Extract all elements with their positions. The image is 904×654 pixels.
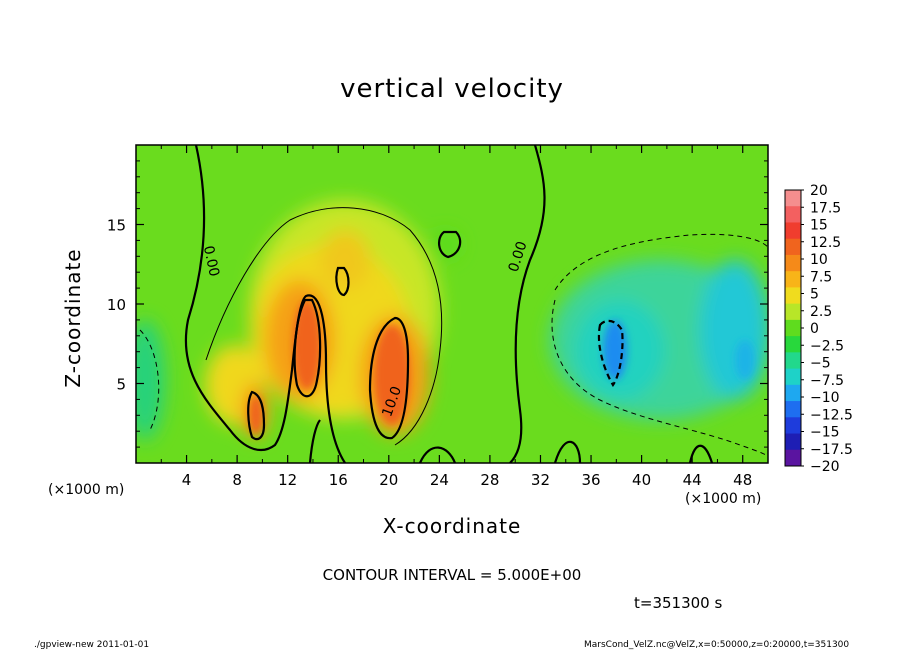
colorbar-swatch [785, 384, 801, 402]
colorbar-swatch [785, 336, 801, 353]
x-tick-label: 8 [232, 471, 242, 489]
colorbar-label: −15 [810, 425, 840, 441]
colorbar-swatch [785, 222, 801, 240]
x-unit-label-right: (×1000 m) [685, 491, 762, 507]
contour-lines [139, 145, 768, 463]
colorbar-label: −12.5 [810, 407, 853, 423]
colorbar-label: −5 [810, 356, 831, 372]
x-tick-label: 48 [733, 471, 752, 489]
colorbar-label: 12.5 [810, 235, 841, 251]
colorbar-label: −7.5 [810, 373, 844, 389]
x-tick-label: 36 [581, 471, 600, 489]
x-tick-label: 32 [531, 471, 550, 489]
time-label: t=351300 s [634, 594, 723, 612]
x-tick-label: 28 [480, 471, 499, 489]
chart-title: vertical velocity [340, 74, 564, 104]
colorbar-label: 15 [810, 218, 828, 234]
colorbar-swatch [785, 368, 801, 386]
x-tick-label: 24 [430, 471, 449, 489]
colorbar-swatch [785, 190, 801, 207]
colorbar-label: −10 [810, 390, 840, 406]
colorbar-swatch [785, 271, 801, 288]
x-tick-label: 44 [683, 471, 702, 489]
colorbar-swatch [785, 238, 801, 256]
colorbar-swatch [785, 401, 801, 418]
velocity-field [136, 145, 768, 463]
colorbar-label: −20 [810, 459, 840, 475]
y-tick-label: 15 [107, 217, 126, 235]
colorbar-swatch [785, 417, 801, 435]
colorbar-label: 20 [810, 183, 828, 199]
contour-interval-text: CONTOUR INTERVAL = 5.000E+00 [322, 566, 582, 584]
footer-right-text: MarsCond_VelZ.nc@VelZ,x=0:50000,z=0:2000… [584, 640, 850, 650]
x-tick-label: 40 [632, 471, 651, 489]
x-tick-label: 12 [278, 471, 297, 489]
x-axis-label: X-coordinate [382, 514, 522, 538]
x-tick-label: 4 [182, 471, 192, 489]
colorbar-label: 5 [810, 287, 819, 303]
colorbar-swatch [785, 449, 801, 467]
contour-label: 0.00 [200, 244, 222, 278]
colorbar-swatch [785, 303, 801, 321]
colorbar-swatch [785, 319, 801, 337]
x-tick-label: 20 [379, 471, 398, 489]
colorbar-label: −2.5 [810, 338, 844, 354]
colorbar-label: −17.5 [810, 442, 853, 458]
x-tick-label: 16 [329, 471, 348, 489]
colorbar-label: 0 [810, 321, 819, 337]
colorbar-label: 17.5 [810, 200, 841, 216]
colorbar-swatch [785, 352, 801, 370]
footer-left-text: ./gpview-new 2011-01-01 [34, 640, 150, 650]
y-axis-label: Z-coordinate [61, 248, 85, 388]
colorbar-swatch [785, 206, 801, 223]
colorbar-label: 2.5 [810, 304, 832, 320]
colorbar-label: 7.5 [810, 269, 832, 285]
colorbar-swatch [785, 254, 801, 272]
x-axis: 4 8 12 16 20 24 28 32 36 40 44 48 [160, 145, 752, 489]
colorbar-label: 10 [810, 252, 828, 268]
colorbar-swatch [785, 433, 801, 451]
colorbar-swatch [785, 287, 801, 305]
y-axis: 5 10 15 [107, 160, 768, 448]
x-unit-label-left: (×1000 m) [48, 482, 125, 498]
y-tick-label: 5 [116, 376, 126, 394]
y-tick-label: 10 [107, 296, 126, 314]
